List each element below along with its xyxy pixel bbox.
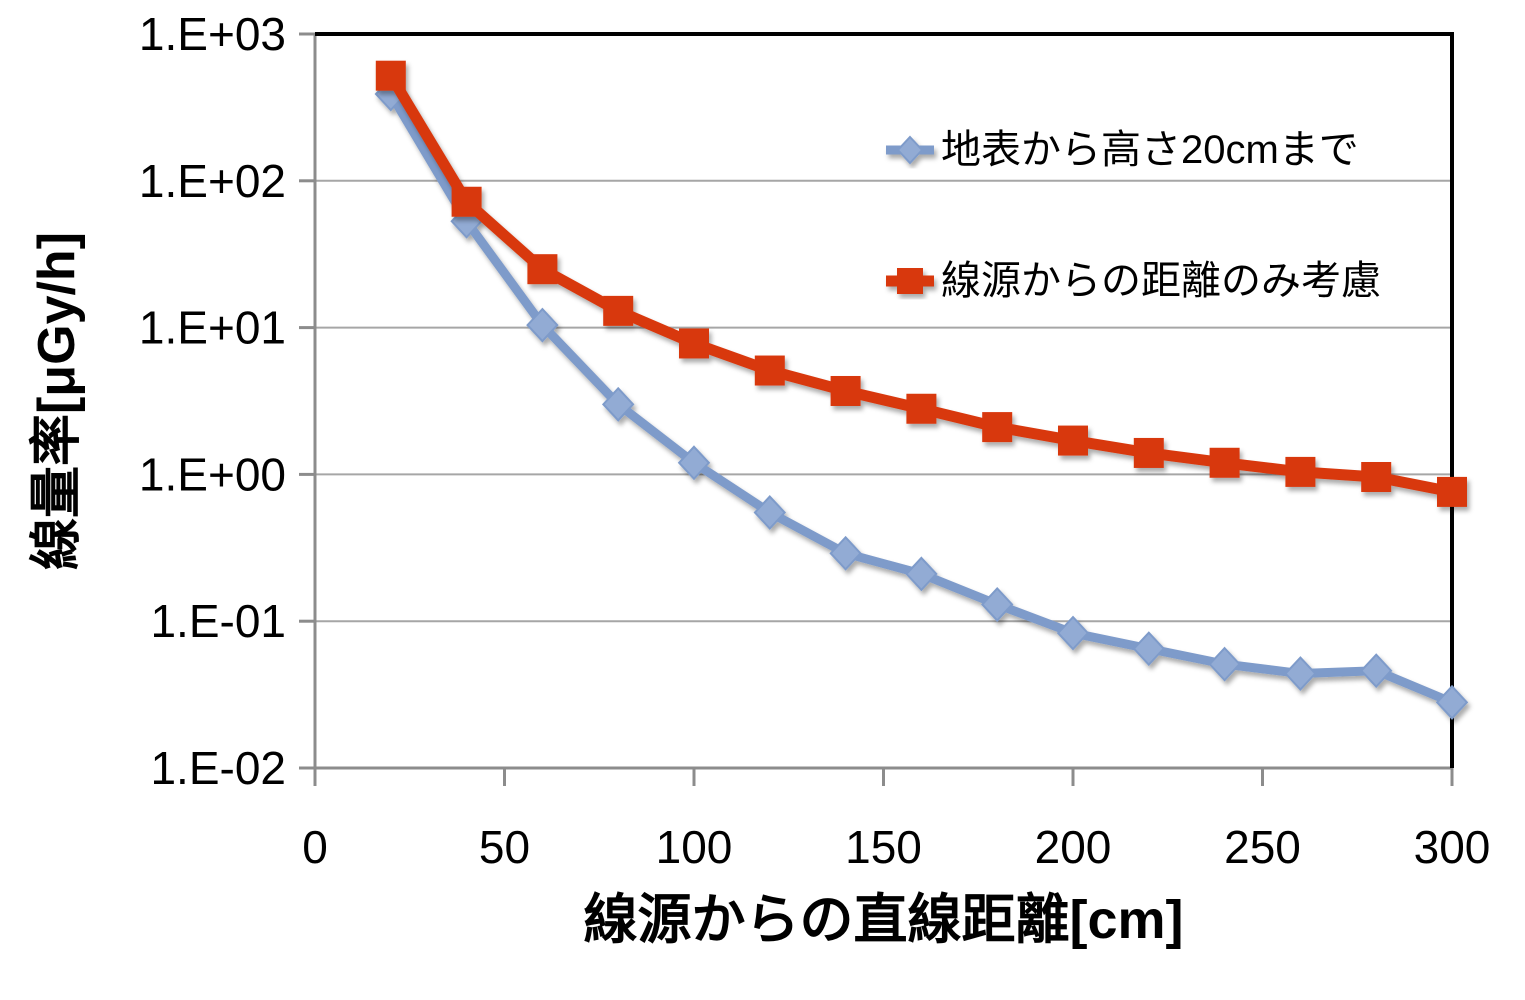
legend-marker-group — [886, 268, 934, 294]
data-point — [677, 445, 711, 481]
legend-marker-group — [886, 135, 934, 165]
y-tick-label: 1.E+01 — [139, 302, 286, 354]
legend-marker-square — [897, 268, 923, 294]
data-point — [1209, 447, 1240, 478]
x-tick-labels: 0 50 100 150 200 250 300 — [302, 821, 1490, 873]
x-axis-title: 線源からの直線距離[cm] — [583, 890, 1183, 950]
data-point — [829, 535, 862, 571]
series-distance-only — [375, 60, 1467, 507]
data-point — [1285, 456, 1316, 487]
legend-item-1: 線源からの距離のみ考慮 — [886, 259, 1381, 303]
data-point — [754, 355, 785, 386]
data-point — [601, 386, 635, 422]
axes — [313, 32, 1454, 770]
y-tick-label: 1.E+00 — [139, 448, 286, 500]
gridlines — [315, 179, 1452, 623]
data-point — [526, 307, 559, 343]
data-point — [679, 328, 709, 359]
data-point — [1132, 631, 1166, 667]
legend-item-label: 線源からの距離のみ考慮 — [941, 259, 1381, 303]
y-axis-title: 線量率[μGy/h] — [28, 232, 86, 570]
x-tick-label: 150 — [845, 821, 922, 873]
x-tick-label: 100 — [656, 821, 733, 873]
axis-tick-marks — [299, 32, 1454, 786]
data-point — [1359, 653, 1393, 689]
x-tick-label: 200 — [1035, 821, 1112, 873]
data-point — [1058, 425, 1088, 456]
legend-item-label: 地表から高さ20cmまで — [941, 128, 1359, 172]
data-point — [375, 60, 406, 91]
data-point — [753, 495, 787, 530]
data-point — [527, 254, 558, 285]
data-point — [906, 393, 937, 424]
data-point — [1208, 646, 1241, 682]
data-point — [451, 186, 482, 217]
data-point — [1284, 656, 1317, 692]
data-point — [603, 295, 634, 326]
x-tick-label: 50 — [479, 821, 530, 873]
y-tick-label: 1.E+02 — [139, 155, 286, 207]
legend-marker-diamond — [896, 135, 924, 165]
data-point — [905, 556, 938, 592]
x-tick-label: 250 — [1224, 821, 1301, 873]
y-tick-label: 1.E-01 — [150, 595, 286, 647]
y-tick-labels: 1.E+03 1.E+02 1.E+01 1.E+00 1.E-01 1.E-02 — [139, 8, 286, 794]
data-point — [1435, 684, 1469, 720]
data-point — [1056, 615, 1090, 651]
x-tick-label: 0 — [302, 821, 328, 873]
data-point — [1437, 476, 1467, 507]
y-tick-label: 1.E+03 — [139, 8, 286, 60]
y-tick-label: 1.E-02 — [150, 742, 286, 794]
x-tick-label: 300 — [1414, 821, 1491, 873]
legend-item-0: 地表から高さ20cmまで — [886, 128, 1359, 172]
data-point — [982, 412, 1013, 443]
data-point — [1361, 462, 1392, 493]
data-point — [830, 375, 861, 406]
data-point — [1133, 437, 1164, 468]
data-point — [980, 587, 1014, 622]
series-surface-height-20cm — [374, 76, 1469, 720]
